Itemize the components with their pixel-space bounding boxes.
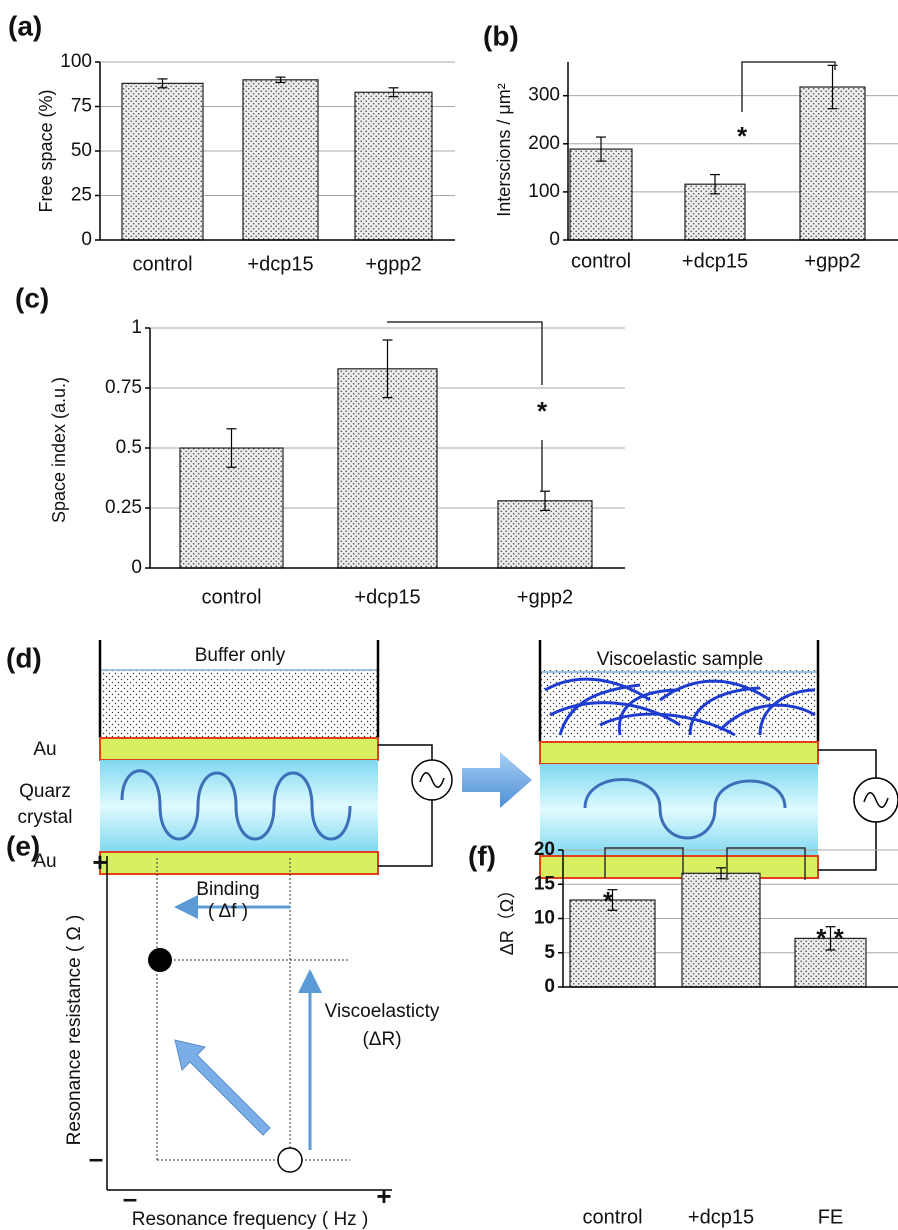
y-axis-label: Space index (a.u.) bbox=[49, 377, 69, 523]
x-tick-label: control bbox=[571, 250, 631, 272]
axis-sign: + bbox=[92, 847, 107, 877]
panel-label: (d) bbox=[6, 642, 42, 673]
chart: (c) Space index (a.u.) 0 0.25 0.5 0.75 1 contro… bbox=[15, 282, 625, 608]
x-tick-label: +dcp15 bbox=[354, 586, 420, 608]
panel-d: (d) Buffer only Viscoelastic sample Au Q… bbox=[6, 640, 898, 879]
electrode bbox=[539, 855, 819, 879]
y-tick-label: 5 bbox=[544, 942, 555, 963]
wire bbox=[818, 749, 877, 871]
polymer-network bbox=[544, 677, 816, 737]
y-tick-label: 100 bbox=[528, 181, 560, 202]
x-tick-label: +dcp15 bbox=[688, 1206, 754, 1228]
annotation: Viscoelasticty bbox=[325, 1001, 440, 1022]
y-tick-label: 0.25 bbox=[105, 497, 142, 518]
panel-label: (b) bbox=[483, 20, 519, 51]
oscillator-symbol bbox=[419, 772, 445, 788]
bar bbox=[337, 368, 438, 569]
y-tick-label: 0 bbox=[131, 557, 142, 578]
state-marker bbox=[277, 1147, 303, 1173]
bar bbox=[569, 899, 656, 988]
bar bbox=[121, 82, 204, 241]
y-tick-label: 0.75 bbox=[105, 377, 142, 398]
panel-label: (c) bbox=[15, 282, 49, 313]
bar bbox=[242, 79, 319, 241]
crystal bbox=[100, 760, 378, 852]
bar bbox=[681, 872, 761, 988]
electrode bbox=[99, 737, 379, 761]
panel-label: (a) bbox=[8, 10, 42, 41]
bar bbox=[799, 86, 866, 241]
diagram-title: Buffer only bbox=[195, 645, 286, 666]
panel-label: (e) bbox=[6, 830, 40, 861]
x-tick-label: control bbox=[582, 1206, 642, 1228]
wave bbox=[120, 769, 352, 841]
crystal-label: Quarz bbox=[19, 781, 71, 802]
combined-arrow bbox=[174, 1039, 271, 1136]
y-axis-label: Interscions / μm² bbox=[494, 83, 514, 216]
y-tick-label: 0 bbox=[81, 229, 92, 250]
y-tick-label: 0 bbox=[544, 976, 555, 997]
crystal-label: crystal bbox=[18, 807, 73, 828]
chart: (b) Interscions / μm² 0 100 200 300 control +dc… bbox=[483, 20, 898, 272]
crystal bbox=[540, 764, 818, 856]
y-tick-label: 75 bbox=[71, 96, 92, 117]
y-tick-label: 20 bbox=[534, 839, 555, 860]
bar bbox=[354, 91, 433, 241]
wave bbox=[583, 778, 787, 840]
significance-bracket bbox=[726, 847, 806, 880]
electrode-label: Au bbox=[33, 739, 56, 760]
panel-label: (f) bbox=[468, 840, 496, 871]
chart: (a) Free space (%) 0 25 50 75 100 control +dcp15… bbox=[8, 10, 455, 275]
x-tick-label: +gpp2 bbox=[365, 253, 421, 275]
electrode bbox=[539, 741, 819, 765]
significance-mark: * bbox=[537, 396, 548, 426]
significance-mark: * bbox=[603, 886, 614, 916]
y-tick-label: 25 bbox=[71, 185, 92, 206]
state-marker bbox=[148, 948, 172, 972]
y-tick-label: 10 bbox=[534, 908, 555, 929]
x-tick-label: control bbox=[132, 253, 192, 275]
x-tick-label: control bbox=[201, 586, 261, 608]
y-tick-label: 200 bbox=[528, 133, 560, 154]
annotation: ( Δf ) bbox=[208, 901, 248, 922]
y-tick-label: 1 bbox=[131, 317, 142, 338]
annotation: (ΔR) bbox=[362, 1029, 401, 1050]
wire bbox=[378, 744, 433, 867]
electrode-label: Au bbox=[33, 851, 56, 872]
significance-mark: * * bbox=[816, 923, 844, 953]
y-tick-label: 15 bbox=[534, 873, 556, 894]
y-axis-label: Free space (%) bbox=[36, 89, 56, 212]
y-axis-label: ΔR（Ω） bbox=[497, 881, 517, 955]
x-tick-label: +dcp15 bbox=[682, 250, 748, 272]
significance-bracket bbox=[604, 847, 684, 878]
y-axis-label: Resonance resistance ( Ω ) bbox=[64, 915, 85, 1146]
axis-sign: – bbox=[89, 1143, 103, 1173]
y-tick-label: 0.5 bbox=[116, 437, 142, 458]
axis-sign: + bbox=[376, 1181, 391, 1211]
buffer bbox=[100, 670, 378, 738]
oscillator-symbol bbox=[863, 792, 889, 808]
x-tick-label: +gpp2 bbox=[517, 586, 573, 608]
chart: (f)ΔR（Ω） 0 5 10 15 20 control +dcp15 FE * * * bbox=[468, 839, 898, 1228]
y-tick-label: 0 bbox=[549, 229, 560, 250]
x-tick-label: FE bbox=[818, 1206, 844, 1228]
diagram-title: Viscoelastic sample bbox=[597, 649, 764, 670]
x-axis-label: Resonance frequency ( Hz ) bbox=[132, 1209, 369, 1230]
y-tick-label: 100 bbox=[60, 51, 92, 72]
transition-arrow bbox=[462, 752, 532, 808]
x-tick-label: +gpp2 bbox=[804, 250, 860, 272]
y-tick-label: 50 bbox=[71, 140, 92, 161]
axis-sign: – bbox=[123, 1183, 137, 1213]
panel-e: (e) Binding ( Δf ) Viscoelasticty (ΔR) R… bbox=[6, 830, 440, 1230]
bar bbox=[569, 148, 633, 241]
significance-mark: * bbox=[737, 121, 748, 151]
annotation: Binding bbox=[196, 879, 259, 900]
electrode bbox=[99, 851, 379, 875]
significance-bracket bbox=[741, 61, 836, 112]
significance-bracket bbox=[387, 321, 543, 385]
y-tick-label: 300 bbox=[528, 85, 560, 106]
x-tick-label: +dcp15 bbox=[247, 253, 313, 275]
